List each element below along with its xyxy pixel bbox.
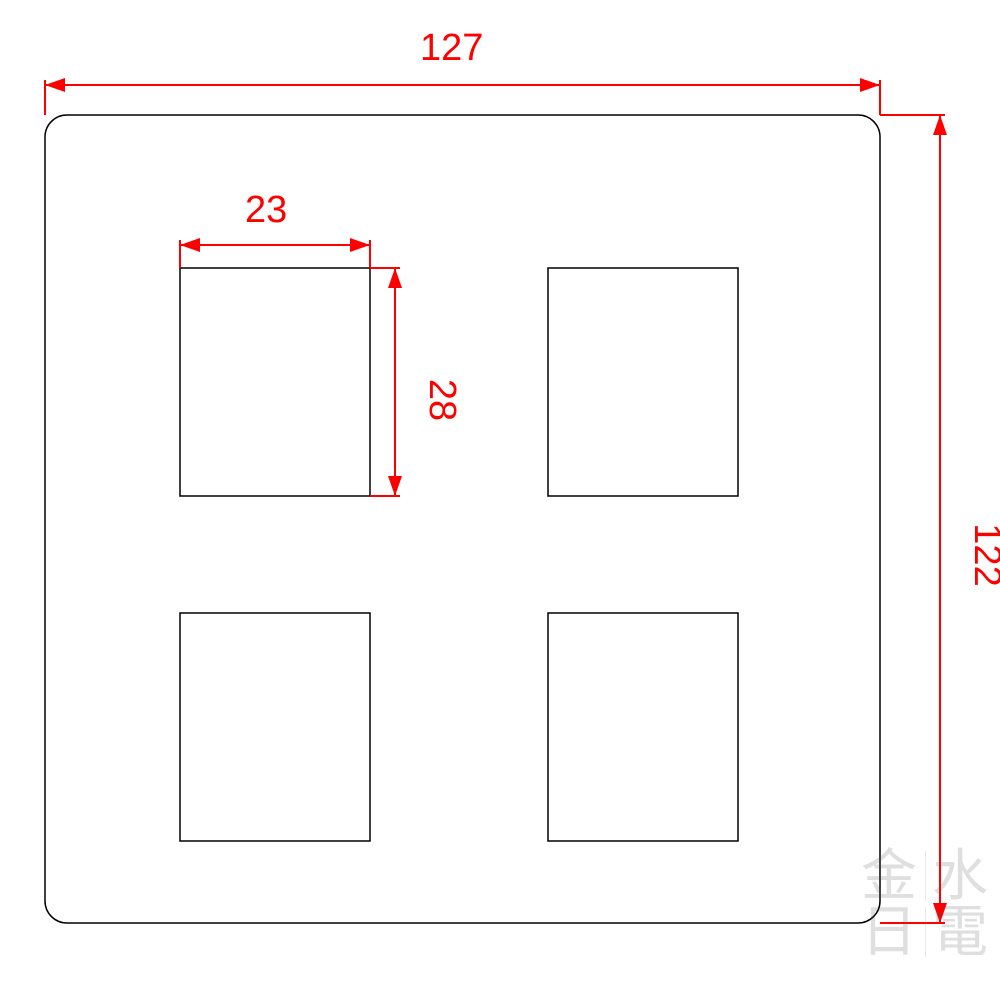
watermark-char: 金	[861, 848, 919, 904]
dimension-arrowhead	[933, 115, 947, 135]
plate-outline	[45, 115, 880, 923]
watermark-char: 日	[861, 904, 919, 960]
dimension-arrowhead	[388, 476, 402, 496]
dimension-arrowhead	[180, 238, 200, 252]
dimension-arrowhead	[45, 78, 65, 92]
watermark-char: 電	[932, 904, 990, 960]
cutout-4	[548, 613, 738, 841]
dimension-drawing: 127 122 23 28	[0, 0, 1000, 1000]
dimension-arrowhead	[388, 268, 402, 288]
dimension-arrowhead	[350, 238, 370, 252]
dimension-value: 122	[966, 523, 1000, 586]
dimension-value: 23	[245, 189, 287, 231]
dimension-arrowhead	[860, 78, 880, 92]
cutout-1	[180, 268, 370, 496]
brand-watermark: 金 水 日 電	[861, 848, 990, 960]
cutout-3	[180, 613, 370, 841]
dimension-value: 28	[421, 379, 463, 421]
dimension-value: 127	[420, 27, 483, 69]
cutout-2	[548, 268, 738, 496]
watermark-char: 水	[932, 848, 990, 904]
